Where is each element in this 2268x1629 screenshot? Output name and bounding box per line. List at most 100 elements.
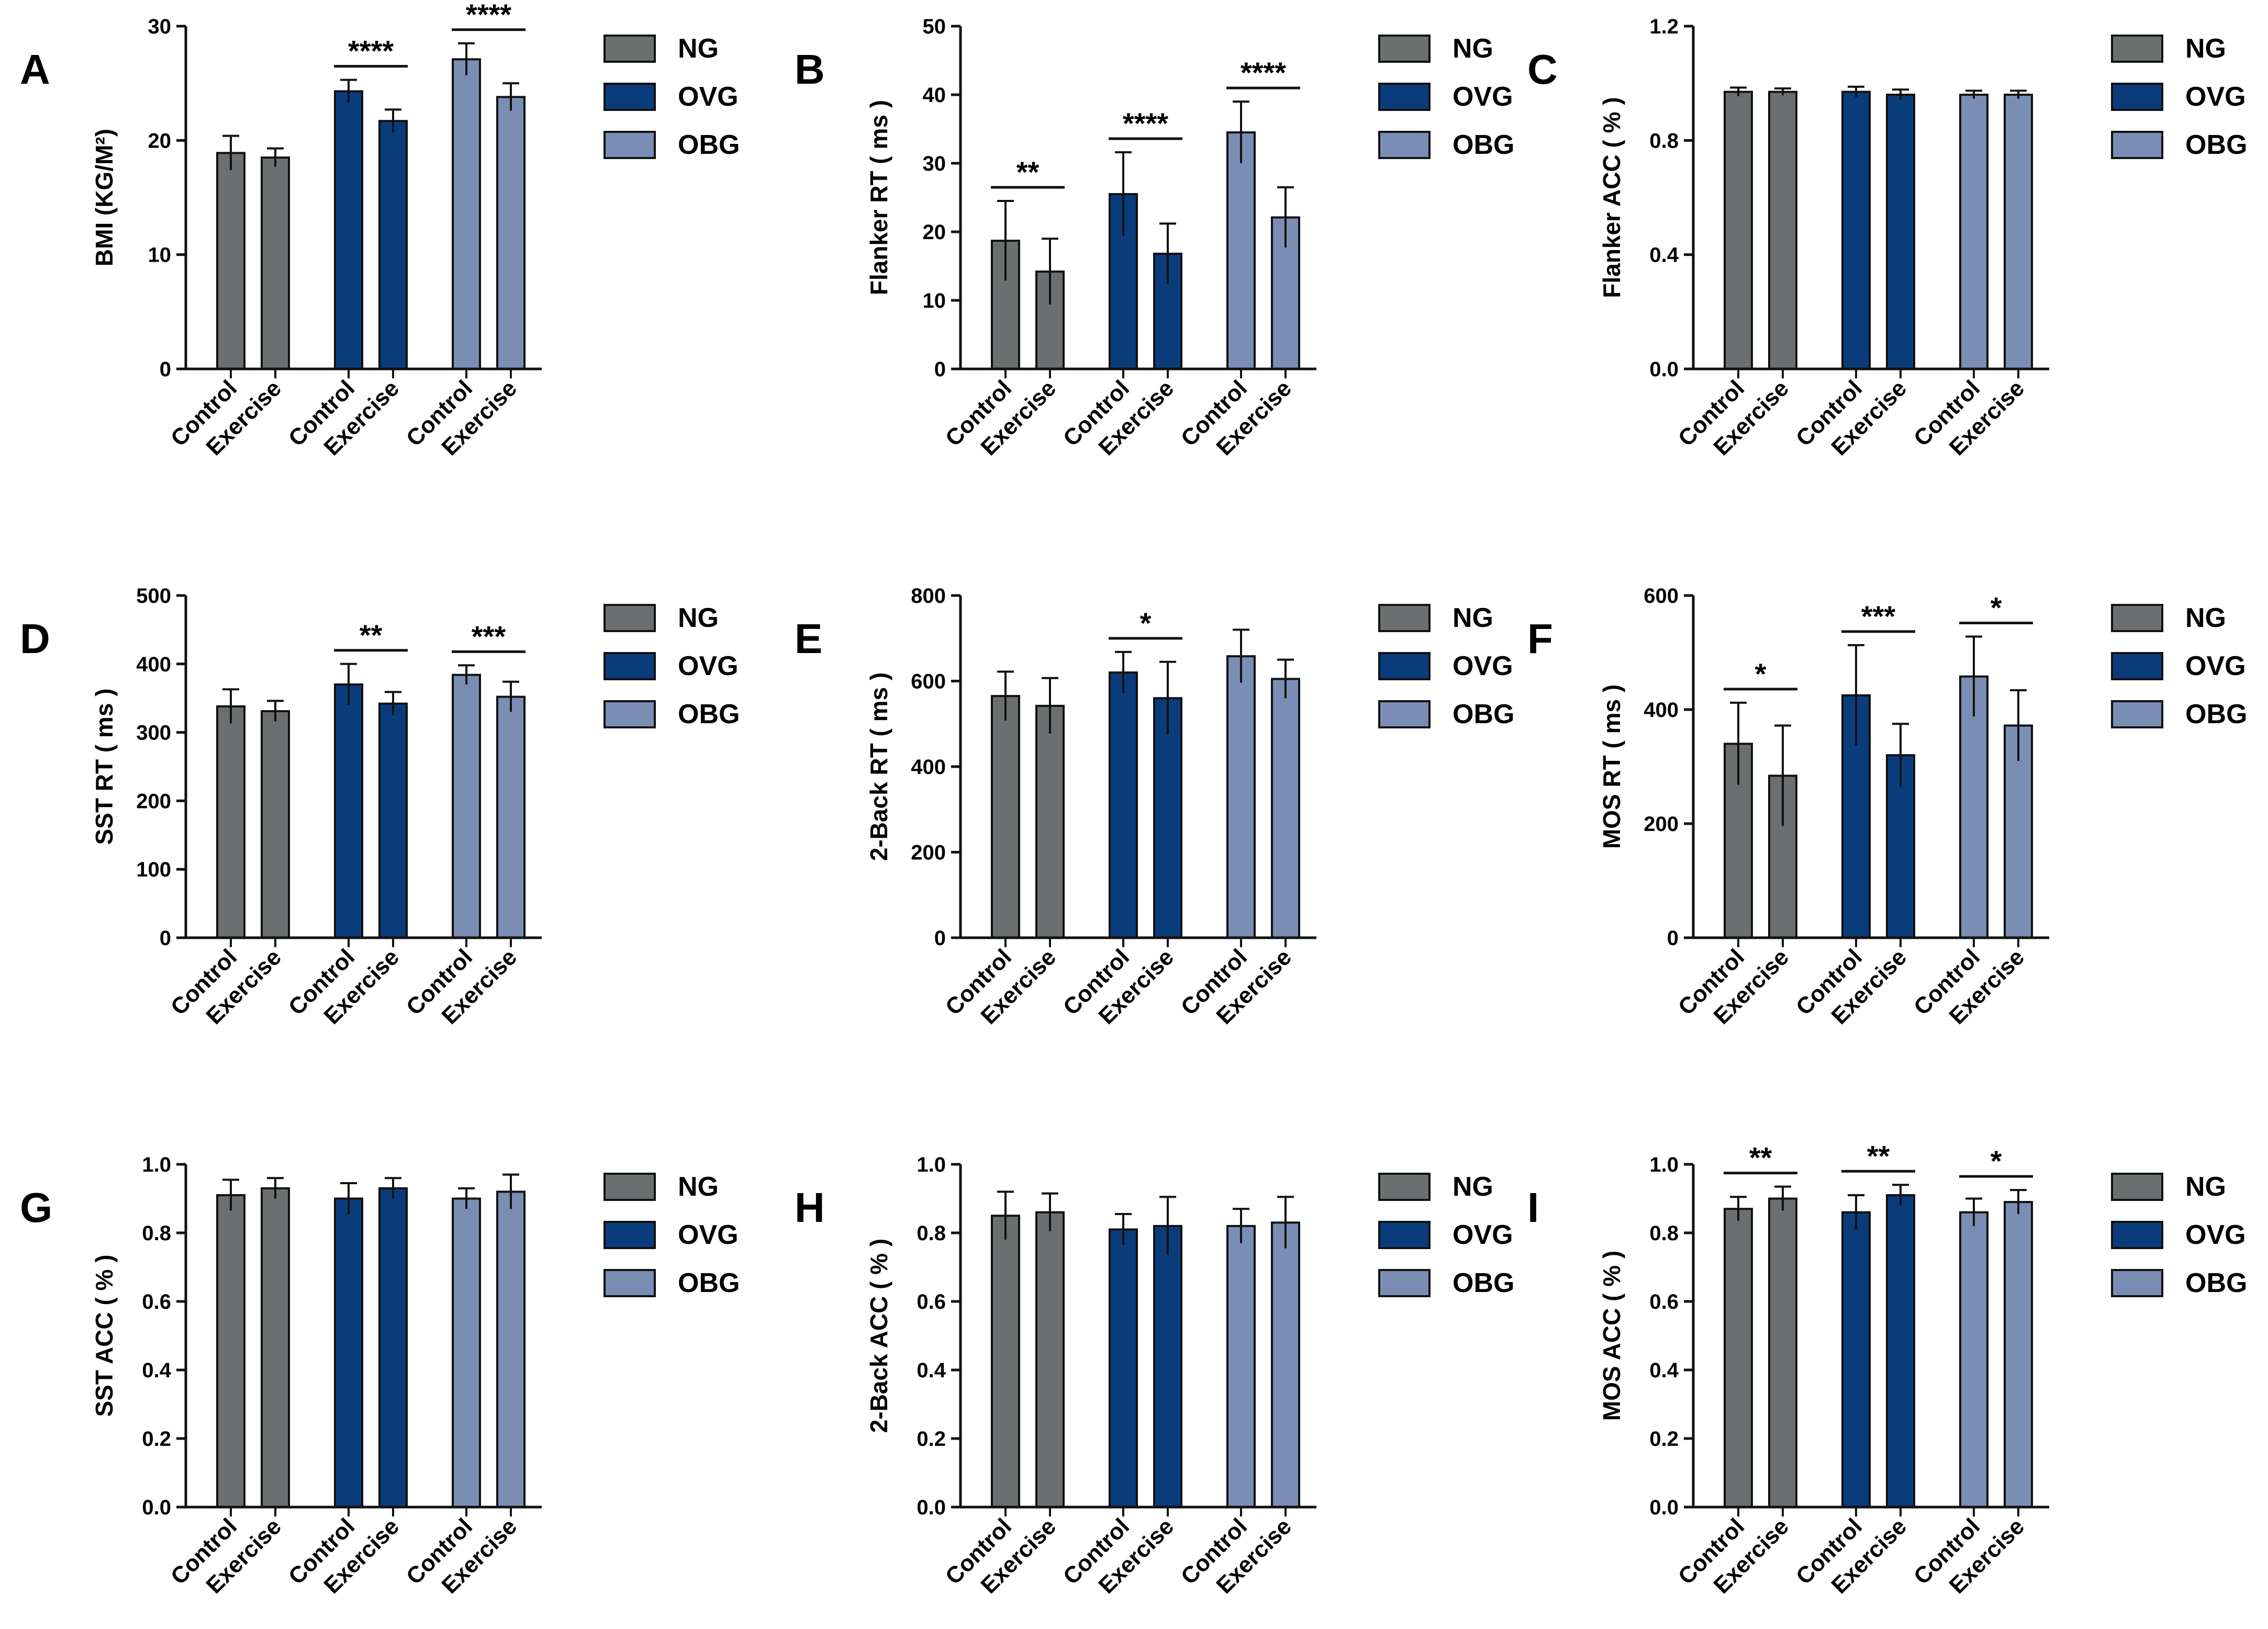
bar-ovg-exercise (378, 120, 408, 370)
bar-obg-control (1226, 131, 1256, 370)
bar-obg-control (1959, 1211, 1988, 1508)
y-tick-label: 0 (934, 358, 946, 381)
bar-ovg-control (1109, 671, 1138, 939)
y-axis-label: MOS RT ( ms ) (1598, 684, 1625, 849)
legend-swatch-ovg (2111, 1221, 2163, 1249)
legend-label-obg: OBG (1453, 1268, 1514, 1298)
bar-ovg-control (334, 1197, 363, 1508)
panel-letter: F (1527, 615, 1553, 662)
bar-ng-exercise (261, 710, 290, 939)
significance-stars: ** (360, 619, 383, 651)
legend-swatch-ovg (1378, 1221, 1431, 1249)
significance-stars: ** (1749, 1141, 1772, 1174)
significance-stars: * (1991, 1144, 2002, 1177)
bar-obg-control (1226, 1224, 1256, 1508)
y-tick-label: 50 (923, 15, 946, 38)
bar-ovg-exercise (378, 702, 408, 939)
bar-ng-exercise (1768, 1197, 1797, 1508)
bar-ovg-exercise (1886, 1194, 1915, 1508)
y-tick-label: 0.0 (1649, 358, 1679, 381)
y-axis-label: MOS ACC ( % ) (1598, 1251, 1625, 1421)
panel-letter: E (795, 615, 822, 662)
legend-swatch-ovg (2111, 652, 2163, 680)
y-tick-label: 0.0 (917, 1496, 946, 1519)
bar-ng-control (991, 1215, 1020, 1508)
bar-ng-control (216, 152, 245, 370)
y-tick-label: 30 (923, 152, 946, 175)
y-tick-label: 200 (136, 790, 171, 813)
y-tick-label: 0.6 (917, 1290, 946, 1313)
bar-ovg-exercise (1153, 1224, 1182, 1508)
bar-ovg-exercise (378, 1187, 408, 1509)
y-tick-label: 1.0 (142, 1153, 171, 1176)
legend-label-ng: NG (2185, 1172, 2226, 1202)
bar-ng-exercise (1035, 704, 1065, 939)
y-tick-label: 300 (136, 722, 171, 745)
significance-stars: * (1991, 591, 2002, 624)
legend-label-obg: OBG (678, 1268, 740, 1298)
y-tick-label: 0.8 (1649, 1222, 1679, 1245)
y-axis-label: 2-Back ACC ( % ) (865, 1239, 892, 1433)
y-tick-label: 500 (136, 585, 171, 608)
legend-label-ng: NG (1453, 33, 1493, 64)
y-tick-label: 0.6 (142, 1290, 171, 1313)
legend-label-obg: OBG (678, 699, 740, 729)
bar-obg-control (1226, 655, 1256, 939)
legend-label-ovg: OVG (1453, 651, 1513, 681)
significance-stars: **** (1123, 107, 1168, 140)
bar-ovg-control (334, 683, 363, 939)
panel-letter: C (1527, 46, 1558, 93)
significance-stars: **** (466, 0, 511, 31)
legend-swatch-ovg (604, 652, 656, 680)
y-tick-label: 800 (911, 585, 946, 608)
y-axis-label: Flanker RT ( ms ) (865, 100, 892, 295)
legend-label-obg: OBG (2185, 699, 2247, 729)
bar-obg-exercise (2004, 94, 2033, 370)
legend-swatch-ng (1378, 604, 1431, 632)
y-tick-label: 0.4 (917, 1359, 946, 1382)
y-tick-label: 0.8 (917, 1222, 946, 1245)
significance-stars: **** (1241, 56, 1286, 89)
legend-swatch-ng (2111, 604, 2163, 632)
legend-swatch-ovg (1378, 83, 1431, 111)
significance-stars: **** (348, 35, 394, 68)
significance-stars: * (1755, 657, 1767, 690)
legend-label-ng: NG (2185, 33, 2226, 64)
significance-stars: ** (1867, 1139, 1890, 1172)
y-axis-label: SST RT ( ms ) (91, 688, 118, 845)
legend-swatch-obg (604, 131, 656, 159)
y-tick-label: 0.4 (1649, 1359, 1679, 1382)
y-tick-label: 1.0 (1649, 1153, 1679, 1176)
bar-ng-exercise (1768, 91, 1797, 370)
legend-swatch-obg (1378, 131, 1431, 159)
y-tick-label: 0.6 (1649, 1290, 1679, 1313)
bar-ovg-control (1841, 91, 1871, 370)
y-tick-label: 10 (923, 289, 946, 312)
y-axis-label: 2-Back RT ( ms ) (865, 672, 892, 861)
significance-stars: ** (1016, 155, 1040, 188)
legend-label-obg: OBG (1453, 130, 1514, 160)
legend-swatch-obg (2111, 1269, 2163, 1297)
legend-label-ng: NG (678, 33, 719, 64)
y-tick-label: 30 (148, 15, 172, 38)
legend-label-ovg: OVG (678, 651, 739, 681)
bar-ovg-control (1109, 1228, 1138, 1508)
y-tick-label: 400 (1644, 699, 1679, 722)
y-tick-label: 0.4 (1649, 244, 1679, 267)
legend-label-obg: OBG (2185, 1268, 2247, 1298)
legend-label-obg: OBG (1453, 699, 1514, 729)
legend-swatch-ovg (604, 1221, 656, 1249)
legend-label-ng: NG (1453, 1172, 1493, 1202)
y-tick-label: 0.4 (142, 1359, 171, 1382)
bar-ng-exercise (261, 1187, 290, 1509)
panel-e: E2-Back RT ( ms )0200400600800ControlExe… (795, 585, 1514, 1029)
bar-ng-exercise (1035, 1211, 1065, 1508)
y-tick-label: 100 (136, 858, 171, 881)
y-tick-label: 20 (923, 221, 946, 244)
bar-obg-control (452, 58, 481, 370)
bar-obg-control (1959, 94, 1988, 370)
